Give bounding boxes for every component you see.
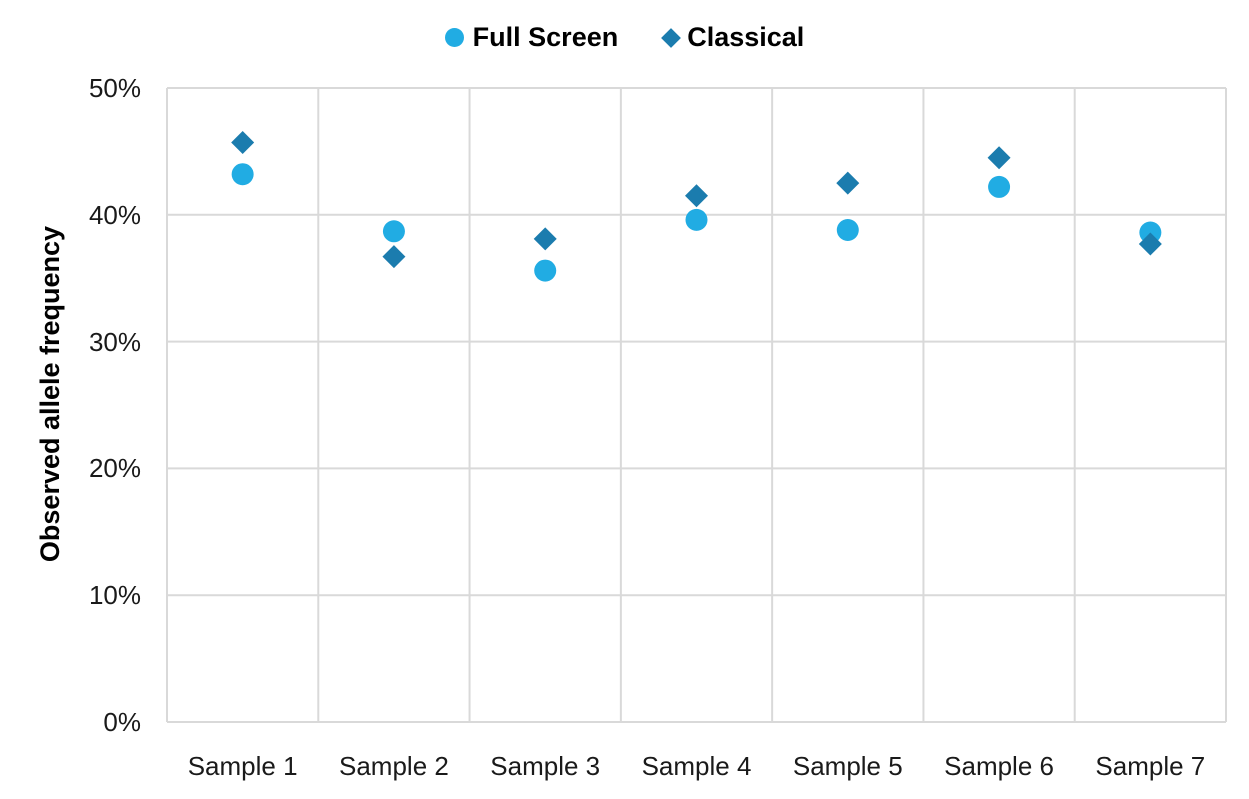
legend-item-classical: Classical [661,22,805,52]
x-axis-label: Sample 6 [944,751,1054,781]
data-point-classical [987,146,1011,170]
data-point-classical [533,227,557,251]
legend: Full Screen Classical [0,24,1249,51]
data-point-full-screen [382,220,405,243]
x-axis-label: Sample 2 [339,751,449,781]
data-point-classical [382,245,406,269]
y-tick-label: 0% [103,707,141,737]
legend-item-full-screen: Full Screen [444,22,619,52]
data-point-full-screen [685,208,708,231]
y-tick-label: 20% [88,453,141,484]
data-point-classical [836,171,860,195]
data-point-full-screen [231,163,254,186]
x-axis-label: Sample 4 [641,751,752,781]
x-axis-label: Sample 7 [1095,751,1206,781]
data-point-full-screen [988,175,1011,198]
y-tick-label: 10% [88,580,141,611]
legend-label-full-screen: Full Screen [472,22,619,52]
data-point-classical [685,184,708,208]
y-tick-label: 30% [88,326,141,357]
y-tick-label: 50% [88,73,141,103]
data-point-classical [1138,232,1162,256]
data-point-full-screen [836,219,859,242]
x-axis-label: Sample 3 [490,751,601,781]
x-axis-label: Sample 1 [187,751,298,781]
data-point-classical [231,131,255,155]
legend-label-classical: Classical [687,22,805,52]
x-axis-label: Sample 5 [792,751,903,781]
data-point-full-screen [534,259,557,282]
y-tick-label: 40% [88,199,141,230]
full-screen-circle-marker-icon [444,28,464,47]
